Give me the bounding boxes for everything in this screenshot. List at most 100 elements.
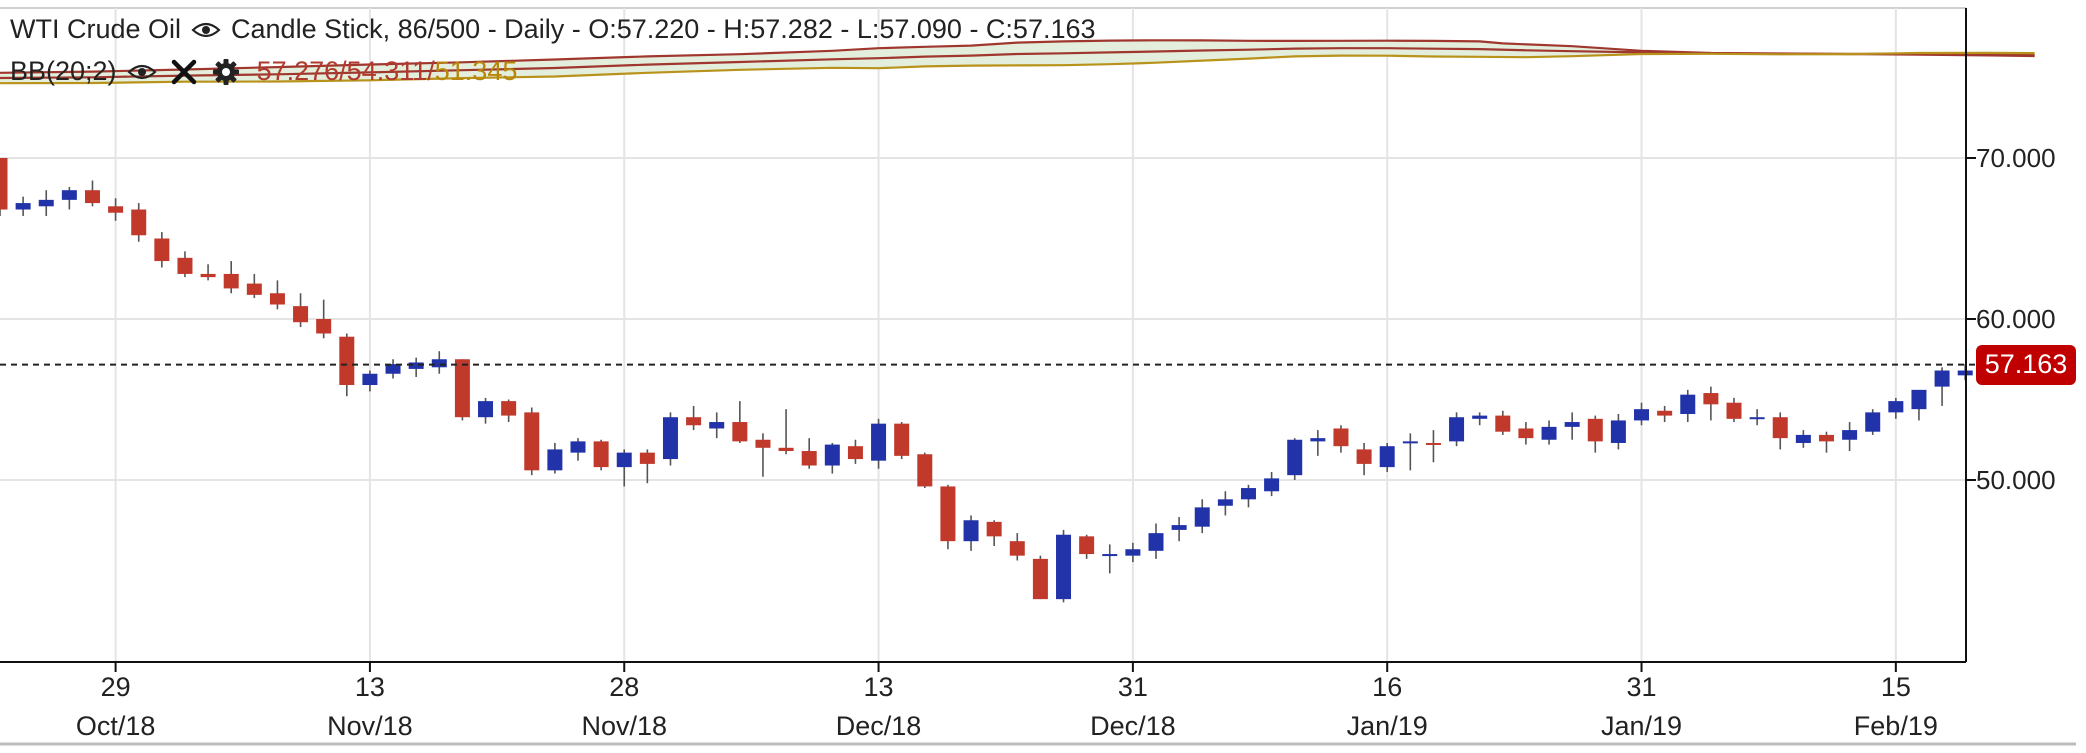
- candle: [1125, 542, 1141, 563]
- candle-body: [501, 401, 517, 416]
- candle-body: [847, 446, 863, 460]
- candle-body: [1541, 426, 1557, 440]
- candle: [686, 405, 702, 431]
- candle: [1634, 402, 1650, 426]
- candle-body: [686, 417, 702, 426]
- candle: [1356, 442, 1372, 476]
- candle: [1449, 412, 1465, 447]
- candle-body: [154, 238, 170, 262]
- y-tick-label: 50.000: [1976, 465, 2056, 495]
- eye-icon[interactable]: [189, 15, 223, 45]
- bb-upper-value: 57.276: [256, 56, 340, 86]
- grid-lines: [0, 8, 1966, 662]
- x-tick-month: Jan/19: [1347, 711, 1428, 741]
- candle-body: [1680, 394, 1696, 414]
- candle: [454, 359, 470, 421]
- candle-body: [131, 209, 147, 236]
- candle-body: [1842, 430, 1858, 440]
- candle: [1079, 534, 1095, 559]
- candle: [1610, 413, 1626, 450]
- candle-body: [200, 273, 216, 278]
- bb-separator: /: [339, 56, 347, 86]
- candle-body: [1610, 420, 1626, 443]
- candle-body: [385, 364, 401, 374]
- candle: [1310, 430, 1326, 456]
- candle: [570, 438, 586, 461]
- candle-body: [431, 359, 447, 368]
- gear-icon[interactable]: [209, 57, 243, 87]
- candle: [940, 484, 956, 550]
- candle: [1287, 438, 1303, 480]
- candle: [1934, 367, 1950, 406]
- candle-body: [570, 441, 586, 453]
- candle-body: [1564, 422, 1580, 427]
- candle: [709, 412, 725, 439]
- x-tick-month: Nov/18: [581, 711, 667, 741]
- candle: [1865, 409, 1881, 435]
- candle-body: [293, 306, 309, 323]
- x-tick-day: 13: [864, 672, 894, 702]
- candle-body: [1379, 446, 1395, 468]
- candle-body: [986, 521, 1002, 537]
- candle: [917, 452, 933, 489]
- candle-body: [755, 439, 771, 448]
- candle: [1425, 430, 1441, 463]
- x-tick-month: Dec/18: [836, 711, 922, 741]
- candle-body: [1518, 428, 1534, 439]
- candle-body: [1287, 439, 1303, 476]
- bollinger-lower-line: [0, 51, 2035, 85]
- eye-icon[interactable]: [125, 57, 159, 87]
- time-axis[interactable]: 29 Oct/18 13 Nov/18 28 Nov/18 13 Dec/18 31 Dec/18…: [76, 662, 1938, 741]
- candle-body: [1865, 412, 1881, 432]
- candle-body: [0, 158, 8, 210]
- x-tick-month: Jan/19: [1601, 711, 1682, 741]
- candle: [755, 433, 771, 477]
- candle-body: [1356, 449, 1372, 464]
- candle-body: [1726, 402, 1742, 419]
- candle-body: [61, 190, 77, 200]
- candle: [385, 359, 401, 379]
- candle: [1726, 397, 1742, 423]
- candle: [131, 203, 147, 242]
- x-tick-month: Nov/18: [327, 711, 413, 741]
- candle: [1842, 422, 1858, 452]
- candles: [0, 158, 2019, 603]
- candle-body: [1032, 558, 1048, 600]
- candle-body: [362, 373, 378, 386]
- candle: [801, 438, 817, 469]
- last-price-tag: 57.163: [1976, 344, 2076, 385]
- candle: [1772, 412, 1788, 450]
- candle-body: [454, 359, 470, 418]
- candle: [1379, 442, 1395, 472]
- candle-body: [1772, 417, 1788, 439]
- candle: [108, 198, 124, 221]
- indicator-name: BB(20;2): [10, 56, 117, 86]
- candle: [732, 401, 748, 443]
- candle: [1194, 499, 1210, 534]
- candle: [1911, 389, 1927, 421]
- candle-body: [316, 319, 332, 334]
- candle: [1657, 405, 1673, 423]
- candle: [847, 439, 863, 464]
- candle-body: [1310, 438, 1326, 442]
- bb-separator: /: [427, 56, 435, 86]
- close-icon[interactable]: [167, 57, 201, 87]
- candle: [1009, 533, 1025, 561]
- candle-body: [801, 451, 817, 466]
- candle-body: [662, 417, 678, 460]
- candle: [1518, 422, 1534, 445]
- candle-body: [1587, 418, 1603, 442]
- candle: [1402, 433, 1418, 471]
- candle-body: [1402, 441, 1418, 444]
- candle-body: [408, 362, 424, 369]
- candle: [223, 261, 239, 294]
- x-tick-month: Feb/19: [1854, 711, 1938, 741]
- candle-body: [616, 452, 632, 468]
- candle: [177, 251, 193, 278]
- candle-body: [917, 454, 933, 487]
- price-axis[interactable]: 50.000 60.000 70.000: [1966, 143, 2056, 495]
- candle-body: [1911, 389, 1927, 410]
- candle: [84, 180, 100, 207]
- candle: [1102, 544, 1118, 574]
